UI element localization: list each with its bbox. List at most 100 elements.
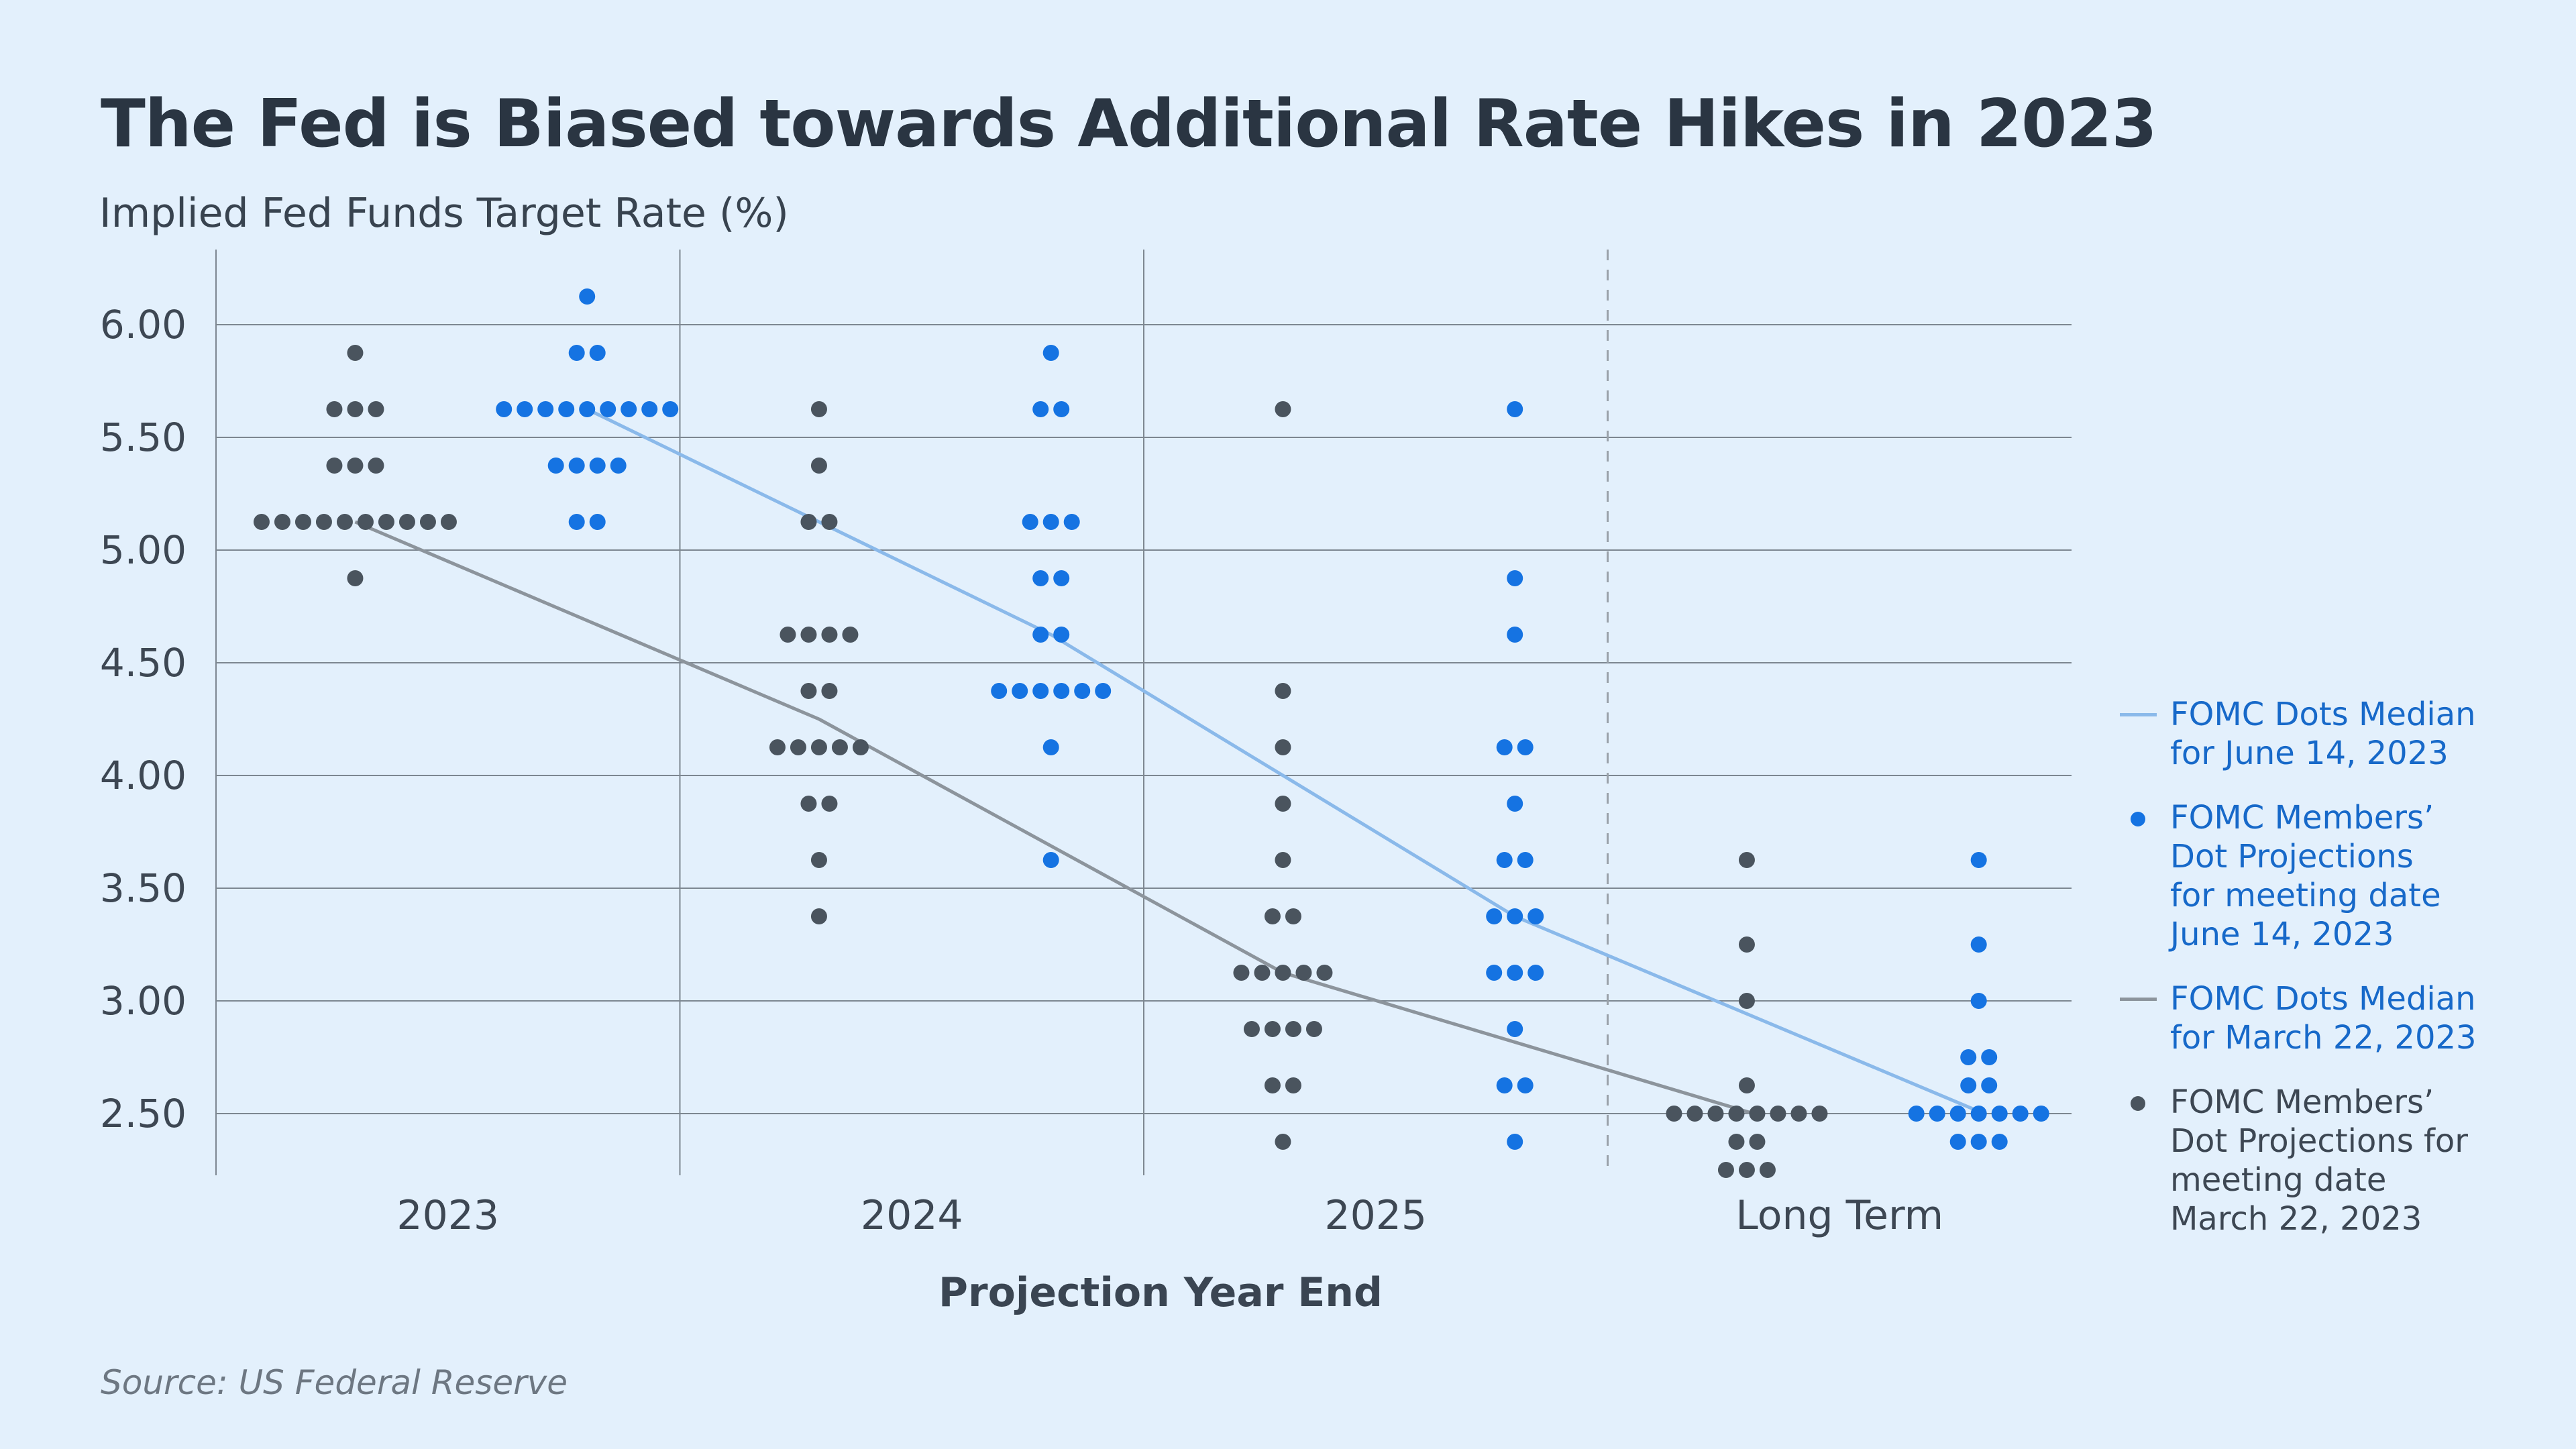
dot-june — [1507, 908, 1523, 924]
legend-label: FOMC Members’ Dot Projections for meetin… — [2170, 799, 2441, 953]
legend-label: FOMC Members’ Dot Projections for meetin… — [2170, 1083, 2469, 1238]
dot-june — [1496, 1077, 1513, 1093]
dot-june — [1496, 852, 1513, 868]
dot-march — [1749, 1134, 1766, 1150]
y-tick-label: 5.50 — [100, 415, 186, 460]
dot-march — [347, 570, 364, 586]
dot-june — [1012, 683, 1028, 699]
dot-march — [1749, 1106, 1766, 1122]
dot-march — [1243, 1021, 1260, 1037]
dot-march — [326, 401, 343, 417]
dot-june — [1991, 1134, 2008, 1150]
dot-march — [1305, 1021, 1322, 1037]
dot-march — [821, 683, 838, 699]
dot-june — [1517, 852, 1534, 868]
dot-march — [821, 796, 838, 812]
dot-june — [558, 401, 575, 417]
dot-march — [821, 627, 838, 643]
dot-june — [579, 288, 596, 305]
dot-june — [1063, 514, 1080, 530]
dot-march — [1728, 1134, 1745, 1150]
dot-june — [1960, 1077, 1977, 1093]
dot-june — [1095, 683, 1112, 699]
dot-june — [1486, 965, 1503, 981]
legend-item-june-dots: FOMC Members’ Dot Projections for meetin… — [2113, 798, 2569, 954]
dot-march — [1264, 1077, 1281, 1093]
dot-march — [1316, 965, 1333, 981]
legend-line-swatch — [2120, 998, 2157, 1001]
dot-march — [821, 514, 838, 530]
dot-june — [610, 458, 627, 474]
dot-june — [1053, 401, 1070, 417]
dot-june — [568, 345, 585, 361]
dot-march — [1264, 908, 1281, 924]
dot-march — [440, 514, 457, 530]
dot-march — [1264, 1021, 1281, 1037]
legend-item-march-median: FOMC Dots Median for March 22, 2023 — [2113, 979, 2569, 1057]
axis-labels: 6.00 5.50 5.00 4.50 4.00 3.50 3.00 2.50 2023 2024… — [100, 302, 1943, 1239]
dot-march — [810, 908, 827, 924]
dot-march — [326, 458, 343, 474]
dot-june — [1970, 1106, 1987, 1122]
dot-march — [1275, 401, 1291, 417]
dot-march — [368, 401, 384, 417]
dot-march — [1285, 1077, 1301, 1093]
dot-june — [1970, 852, 1987, 868]
dot-june — [1042, 739, 1059, 755]
legend-label: FOMC Dots Median for June 14, 2023 — [2170, 696, 2476, 772]
dot-march — [1738, 936, 1755, 953]
y-tick-label: 2.50 — [100, 1091, 186, 1136]
dot-march — [800, 627, 817, 643]
dot-june — [1507, 401, 1523, 417]
y-axis-label: Implied Fed Funds Target Rate (%) — [99, 190, 789, 237]
dot-march — [1686, 1106, 1703, 1122]
dot-june — [1929, 1106, 1945, 1122]
dot-june — [1507, 796, 1523, 812]
dot-march — [1728, 1106, 1745, 1122]
dot-june — [1527, 908, 1544, 924]
chart-title: The Fed is Biased towards Additional Rat… — [101, 86, 2157, 162]
dot-march — [1254, 965, 1271, 981]
legend-item-march-dots: FOMC Members’ Dot Projections for meetin… — [2113, 1083, 2569, 1238]
dot-march — [1717, 1162, 1734, 1178]
dot-june — [1053, 683, 1070, 699]
dot-march — [1295, 965, 1312, 981]
y-tick-label: 3.00 — [100, 978, 186, 1024]
dot-march — [1275, 796, 1291, 812]
source-note: Source: US Federal Reserve — [101, 1363, 568, 1402]
dot-march — [1811, 1106, 1828, 1122]
dot-june — [1517, 1077, 1534, 1093]
legend-label: FOMC Dots Median for March 22, 2023 — [2170, 980, 2477, 1057]
dot-march — [831, 739, 848, 755]
dot-june — [568, 458, 585, 474]
dot-june — [1042, 345, 1059, 361]
dot-march — [769, 739, 786, 755]
dot-june — [1949, 1134, 1966, 1150]
dot-march — [1707, 1106, 1724, 1122]
y-tick-label: 3.50 — [100, 865, 186, 911]
dot-march — [347, 345, 364, 361]
dot-june — [1032, 683, 1049, 699]
dot-march — [1233, 965, 1250, 981]
dot-june — [1507, 965, 1523, 981]
dot-june — [600, 401, 616, 417]
dot-march — [780, 627, 796, 643]
dot-march — [1275, 739, 1291, 755]
median-line-june — [586, 407, 1985, 1116]
legend-dot-swatch — [2131, 812, 2145, 826]
dot-june — [1517, 739, 1534, 755]
dot-march — [810, 458, 827, 474]
dot-june — [1981, 1049, 1998, 1065]
dot-june — [1507, 1134, 1523, 1150]
dot-june — [1507, 627, 1523, 643]
dot-june — [662, 401, 679, 417]
dot-june — [1053, 570, 1070, 586]
dot-march — [378, 514, 394, 530]
dot-march — [1738, 852, 1755, 868]
dot-march — [1285, 908, 1301, 924]
dot-june — [2033, 1106, 2049, 1122]
dot-june — [1496, 739, 1513, 755]
x-category-label: 2025 — [1324, 1192, 1427, 1239]
dot-march — [810, 852, 827, 868]
